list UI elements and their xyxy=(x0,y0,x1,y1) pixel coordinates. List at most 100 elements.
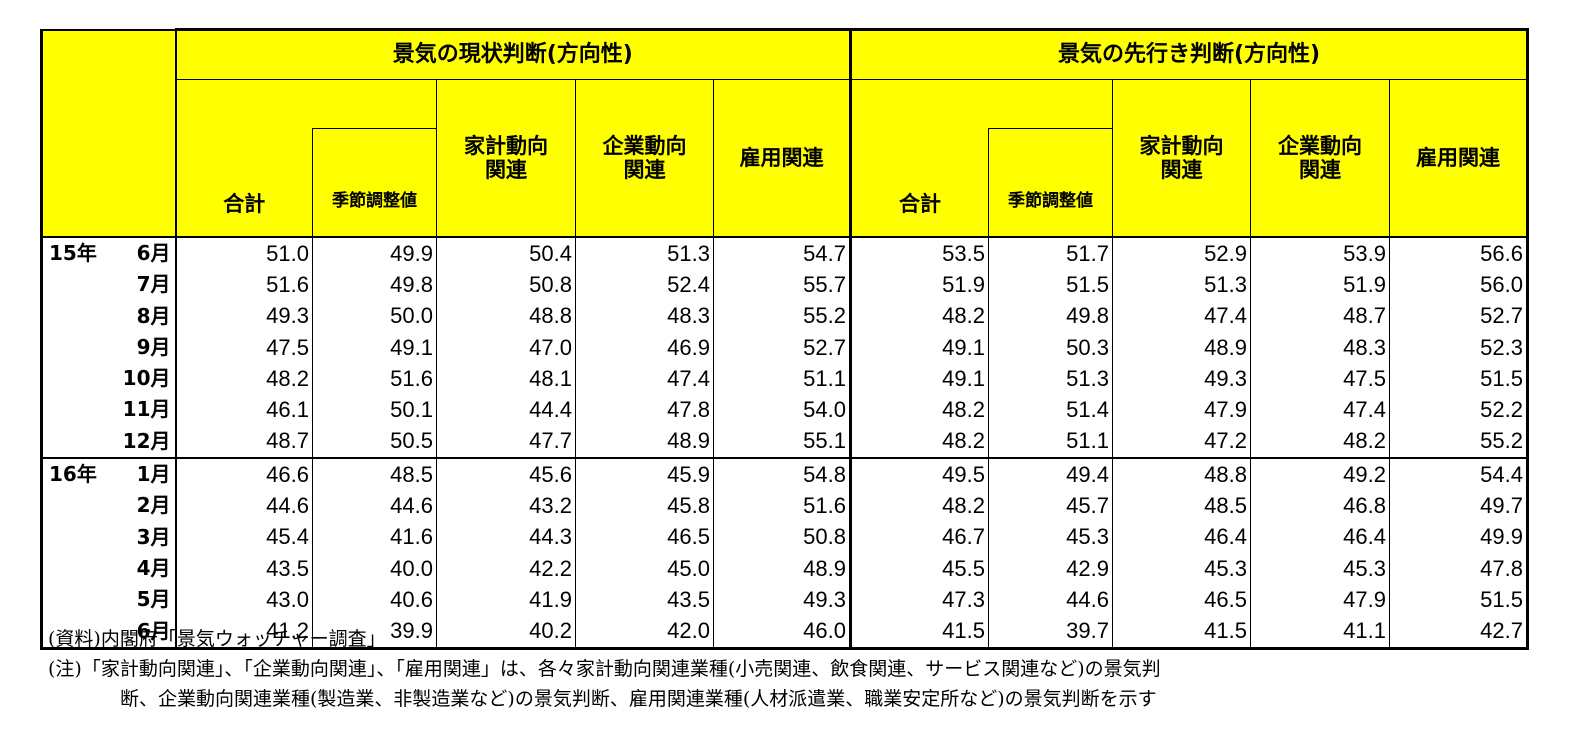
future-gap xyxy=(849,79,1113,129)
value-cell: 45.3 xyxy=(1250,552,1390,585)
value-cell: 44.4 xyxy=(436,394,576,426)
value-cell: 47.5 xyxy=(1250,363,1390,395)
future-household-line2: 関連 xyxy=(1160,158,1203,182)
value-cell: 48.8 xyxy=(1112,457,1251,491)
value-cell: 47.9 xyxy=(1250,584,1390,616)
value-cell: 48.9 xyxy=(713,552,851,585)
current-household-line2: 関連 xyxy=(485,158,527,182)
value-cell: 45.0 xyxy=(575,552,714,585)
value-cell: 49.3 xyxy=(1112,363,1251,395)
value-cell: 46.4 xyxy=(1112,521,1251,553)
value-cell: 49.9 xyxy=(312,237,437,270)
value-cell: 41.2 xyxy=(174,615,313,650)
value-cell: 49.3 xyxy=(713,584,851,616)
value-cell: 48.7 xyxy=(1250,300,1390,332)
value-cell: 46.5 xyxy=(575,521,714,553)
value-cell: 48.5 xyxy=(312,457,437,491)
value-cell: 51.3 xyxy=(988,363,1113,395)
value-cell: 39.9 xyxy=(312,615,437,650)
month-label: 6月 xyxy=(136,241,171,265)
current-employment-header: 雇用関連 xyxy=(713,79,851,238)
value-cell: 52.4 xyxy=(575,269,714,301)
value-cell: 51.7 xyxy=(988,237,1113,270)
table-row: 7月 51.6 49.8 50.8 52.4 55.7 51.9 51.5 51.3 51.9 56… xyxy=(40,269,1529,301)
value-cell: 46.7 xyxy=(849,521,989,553)
value-cell: 46.8 xyxy=(1250,490,1390,522)
month-label: 1月 xyxy=(136,462,171,487)
value-cell: 51.6 xyxy=(713,490,851,522)
table-row: 9月 47.5 49.1 47.0 46.9 52.7 49.1 50.3 48.9 48.3 52… xyxy=(40,331,1529,364)
value-cell: 45.4 xyxy=(174,521,313,553)
value-cell: 44.6 xyxy=(312,490,437,522)
value-cell: 45.6 xyxy=(436,457,576,491)
current-seasonal-header: 季節調整値 xyxy=(312,128,437,238)
row-label: 4月 xyxy=(40,552,177,585)
value-cell: 51.5 xyxy=(1389,584,1529,616)
value-cell: 49.9 xyxy=(1389,521,1529,553)
current-corporate-line1: 企業動向 xyxy=(602,133,687,158)
value-cell: 48.2 xyxy=(849,490,989,522)
year-label: 15年 xyxy=(49,241,97,265)
value-cell: 48.9 xyxy=(575,425,714,459)
future-corporate-line2: 関連 xyxy=(1299,158,1341,182)
future-total-header: 合計 xyxy=(849,128,989,238)
value-cell: 56.0 xyxy=(1389,269,1529,301)
value-cell: 41.1 xyxy=(1250,615,1390,650)
value-cell: 51.5 xyxy=(988,269,1113,301)
value-cell: 42.2 xyxy=(436,552,576,585)
row-label: 10月 xyxy=(40,363,177,395)
current-corporate-header: 企業動向 関連 xyxy=(575,79,714,238)
value-cell: 39.7 xyxy=(988,615,1113,650)
value-cell: 48.3 xyxy=(1250,331,1390,364)
value-cell: 52.3 xyxy=(1389,331,1529,364)
month-label: 7月 xyxy=(136,272,171,297)
value-cell: 50.5 xyxy=(312,425,437,459)
current-household-header: 家計動向 関連 xyxy=(436,79,576,238)
value-cell: 44.3 xyxy=(436,521,576,553)
value-cell: 41.5 xyxy=(1112,615,1251,650)
value-cell: 45.7 xyxy=(988,490,1113,522)
value-cell: 51.3 xyxy=(1112,269,1251,301)
value-cell: 51.5 xyxy=(1389,363,1529,395)
table-row: 6月 41.2 39.9 40.2 42.0 46.0 41.5 39.7 41.5 41.1 42… xyxy=(40,615,1529,650)
row-label: 3月 xyxy=(40,521,177,553)
value-cell: 51.4 xyxy=(988,394,1113,426)
value-cell: 49.1 xyxy=(312,331,437,364)
value-cell: 44.6 xyxy=(174,490,313,522)
month-label: 2月 xyxy=(136,493,171,518)
value-cell: 48.2 xyxy=(849,300,989,332)
value-cell: 48.7 xyxy=(174,425,313,459)
table-row: 12月 48.7 50.5 47.7 48.9 55.1 48.2 51.1 47.2 48.2 5… xyxy=(40,425,1529,459)
value-cell: 53.5 xyxy=(849,237,989,270)
month-label: 9月 xyxy=(136,334,171,359)
value-cell: 47.5 xyxy=(174,331,313,364)
value-cell: 50.0 xyxy=(312,300,437,332)
value-cell: 54.4 xyxy=(1389,457,1529,491)
value-cell: 49.8 xyxy=(312,269,437,301)
value-cell: 53.9 xyxy=(1250,237,1390,270)
value-cell: 41.6 xyxy=(312,521,437,553)
corner-cell xyxy=(40,28,176,238)
month-label: 6月 xyxy=(136,618,171,643)
table-row: 16年 1月 46.6 48.5 45.6 45.9 54.8 49.5 49.4 48.8 49.… xyxy=(40,457,1529,491)
table-row: 3月 45.4 41.6 44.3 46.5 50.8 46.7 45.3 46.4 46.4 49… xyxy=(40,521,1529,553)
value-cell: 50.3 xyxy=(988,331,1113,364)
value-cell: 41.9 xyxy=(436,584,576,616)
table-body: 15年 6月 51.0 49.9 50.4 51.3 54.7 53.5 51.7 52.9 53.… xyxy=(40,237,1529,650)
value-cell: 41.5 xyxy=(849,615,989,650)
value-cell: 48.2 xyxy=(849,425,989,459)
source-note: (資料)内閣府「景気ウォッチャー調査」 xyxy=(48,628,386,650)
value-cell: 42.0 xyxy=(575,615,714,650)
value-cell: 45.3 xyxy=(988,521,1113,553)
value-cell: 51.1 xyxy=(713,363,851,395)
value-cell: 51.6 xyxy=(312,363,437,395)
value-cell: 55.1 xyxy=(713,425,851,459)
notes: (資料)内閣府「景気ウォッチャー調査」 (注)「家計動向関連」、「企業動向関連」… xyxy=(48,624,1161,714)
value-cell: 50.8 xyxy=(436,269,576,301)
value-cell: 51.6 xyxy=(174,269,313,301)
future-household-header: 家計動向 関連 xyxy=(1112,79,1251,238)
future-employment-header: 雇用関連 xyxy=(1389,79,1529,238)
value-cell: 42.9 xyxy=(988,552,1113,585)
table-row: 2月 44.6 44.6 43.2 45.8 51.6 48.2 45.7 48.5 46.8 49… xyxy=(40,490,1529,522)
value-cell: 48.5 xyxy=(1112,490,1251,522)
